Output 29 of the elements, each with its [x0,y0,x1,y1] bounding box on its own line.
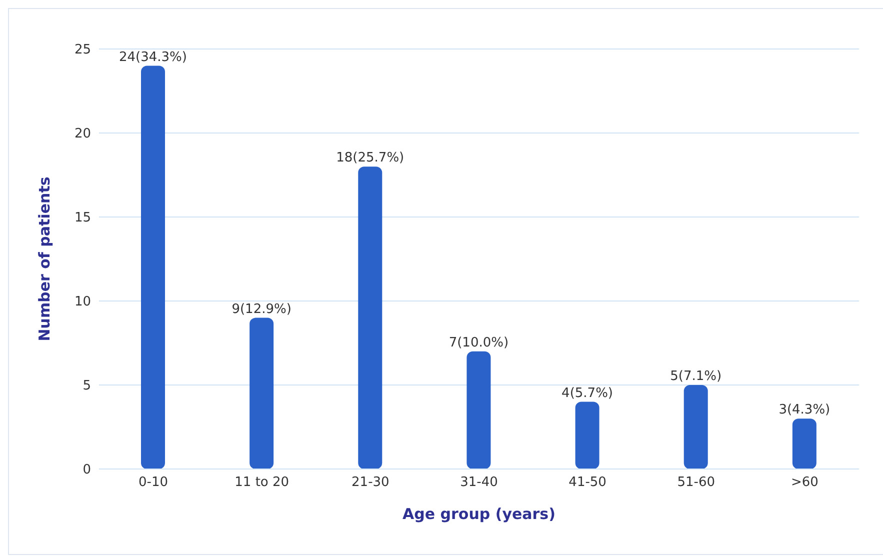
data-label: 18(25.7%) [336,150,404,166]
x-tick-label: 0-10 [138,475,168,490]
x-tick-label: >60 [790,475,818,490]
x-axis-title: Age group (years) [402,505,556,523]
data-label: 24(34.3%) [119,50,187,65]
y-tick-label: 0 [82,462,91,478]
y-tick-label: 15 [74,210,91,226]
bar [684,385,708,469]
bar [141,66,165,469]
bar [250,318,274,469]
x-tick-label: 11 to 20 [234,475,290,490]
data-label: 9(12.9%) [232,302,292,317]
y-axis-title: Number of patients [35,176,54,342]
x-tick-label: 51-60 [677,475,716,490]
x-tick-label: 41-50 [568,475,606,490]
x-tick-label: 21-30 [352,475,390,490]
bar [466,351,491,469]
bar [358,166,382,469]
data-label: 7(10.0%) [448,335,509,350]
y-tick-label: 20 [74,126,91,142]
x-tick-label: 31-40 [460,475,498,490]
bar [792,418,816,469]
data-label: 3(4.3%) [778,402,830,418]
y-tick-label: 5 [82,378,91,394]
data-label: 4(5.7%) [562,386,614,401]
y-tick-label: 25 [74,42,91,58]
y-tick-label: 10 [74,294,91,310]
data-label: 5(7.1%) [670,369,722,384]
bar [575,402,600,469]
